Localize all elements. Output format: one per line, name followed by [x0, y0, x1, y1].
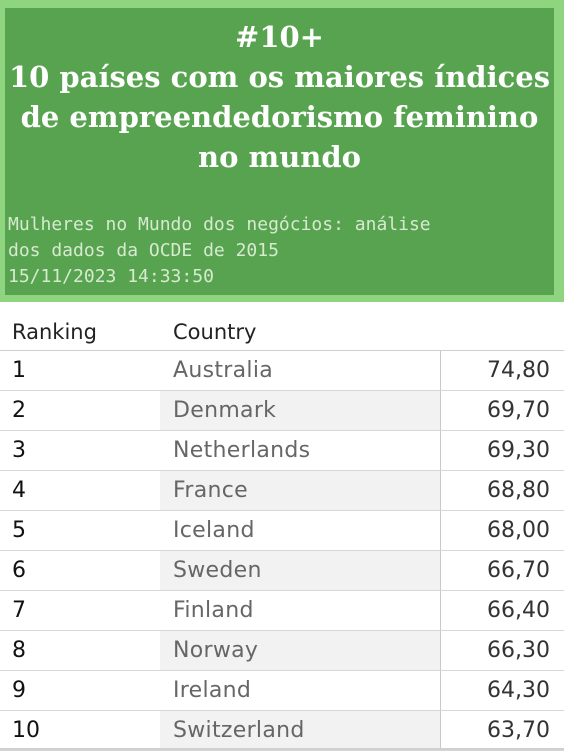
page-subtitle: Mulheres no Mundo dos negócios: análise …: [8, 212, 548, 290]
table-row: 8 Norway 66,30: [0, 631, 564, 671]
value-cell: 63,70: [487, 718, 550, 743]
country-name: Iceland: [173, 518, 255, 543]
value-cell: 68,00: [487, 518, 550, 543]
timestamp: 15/11/2023 14:33:50: [8, 266, 214, 287]
table-row: 6 Sweden 66,70: [0, 551, 564, 591]
country-cell: Sweden: [160, 551, 441, 590]
country-name: Norway: [173, 638, 259, 663]
header-frame: #10+ 10 países com os maiores índices de…: [0, 0, 564, 302]
value-cell: 74,80: [487, 358, 550, 383]
ranking-table: Ranking Country 1 Australia 74,80 2 Denmark 6…: [0, 318, 564, 751]
country-cell: Australia: [160, 351, 441, 390]
country-cell: Ireland: [160, 671, 441, 710]
country-cell: Denmark: [160, 391, 441, 430]
table-row: 9 Ireland 64,30: [0, 671, 564, 711]
country-name: Switzerland: [173, 718, 305, 743]
rank-cell: 4: [12, 478, 26, 503]
country-cell: Netherlands: [160, 431, 441, 470]
country-name: Ireland: [173, 678, 252, 703]
table-row: 7 Finland 66,40: [0, 591, 564, 631]
country-name: Denmark: [173, 398, 277, 423]
title-line: #10+: [235, 20, 324, 54]
country-cell: France: [160, 471, 441, 510]
rank-cell: 1: [12, 358, 26, 383]
column-header-country: Country: [173, 320, 257, 344]
value-cell: 66,40: [487, 598, 550, 623]
country-name: France: [173, 478, 248, 503]
value-cell: 64,30: [487, 678, 550, 703]
country-cell: Norway: [160, 631, 441, 670]
rank-cell: 6: [12, 558, 26, 583]
table-body: 1 Australia 74,80 2 Denmark 69,70 3 Netherlands…: [0, 350, 564, 751]
rank-cell: 10: [12, 718, 40, 743]
rank-cell: 2: [12, 398, 26, 423]
rank-cell: 3: [12, 438, 26, 463]
title-line: de empreendedorismo feminino: [20, 100, 539, 134]
column-header-ranking: Ranking: [12, 320, 97, 344]
title-line: 10 países com os maiores índices: [8, 60, 551, 94]
table-row: 2 Denmark 69,70: [0, 391, 564, 431]
table-row: 1 Australia 74,80: [0, 351, 564, 391]
table-row: 10 Switzerland 63,70: [0, 711, 564, 751]
rank-cell: 9: [12, 678, 26, 703]
value-cell: 69,70: [487, 398, 550, 423]
page-title: #10+ 10 países com os maiores índices de…: [5, 17, 554, 177]
country-name: Sweden: [173, 558, 262, 583]
country-cell: Switzerland: [160, 711, 441, 750]
value-cell: 66,70: [487, 558, 550, 583]
value-cell: 66,30: [487, 638, 550, 663]
rank-cell: 8: [12, 638, 26, 663]
subtitle-line: Mulheres no Mundo dos negócios: análise: [8, 214, 431, 235]
country-name: Netherlands: [173, 438, 311, 463]
table-row: 5 Iceland 68,00: [0, 511, 564, 551]
subtitle-line: dos dados da OCDE de 2015: [8, 240, 279, 261]
table-row: 3 Netherlands 69,30: [0, 431, 564, 471]
country-name: Australia: [173, 358, 274, 383]
country-cell: Iceland: [160, 511, 441, 550]
bottom-divider: [0, 748, 564, 750]
title-line: no mundo: [198, 140, 361, 174]
header-panel: #10+ 10 países com os maiores índices de…: [5, 8, 554, 295]
table-row: 4 France 68,80: [0, 471, 564, 511]
country-cell: Finland: [160, 591, 441, 630]
rank-cell: 7: [12, 598, 26, 623]
value-cell: 68,80: [487, 478, 550, 503]
country-name: Finland: [173, 598, 254, 623]
table-header: Ranking Country: [0, 318, 564, 350]
rank-cell: 5: [12, 518, 26, 543]
value-cell: 69,30: [487, 438, 550, 463]
